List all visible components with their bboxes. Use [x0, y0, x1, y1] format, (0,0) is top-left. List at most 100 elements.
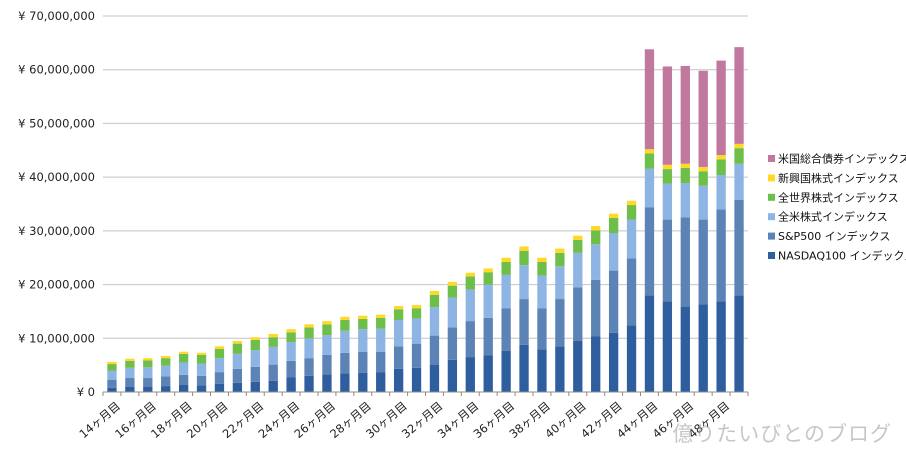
bar-segment	[644, 153, 655, 169]
bar-segment	[734, 163, 744, 200]
gridlines	[103, 15, 748, 393]
bar-segment	[376, 314, 386, 318]
bar-segment	[322, 321, 332, 325]
legend-swatch	[768, 193, 775, 201]
bar-segment	[268, 364, 278, 381]
bar-segment	[161, 386, 171, 392]
bar-segment	[519, 344, 529, 392]
bar-stack	[268, 333, 278, 392]
legend: 米国総合債券インデックス新興国株式インデックス全世界株式インデックス全米株式イン…	[768, 152, 906, 263]
bar-segment	[429, 291, 440, 295]
bar-segment	[734, 199, 744, 296]
bar-segment	[644, 168, 655, 208]
bar-segment	[626, 205, 637, 220]
bar-segment	[716, 60, 726, 156]
bar-segment	[358, 372, 368, 392]
bar-stack	[662, 66, 673, 392]
bar-segment	[447, 297, 458, 328]
bar-segment	[304, 327, 314, 339]
bar-stack	[125, 358, 135, 392]
legend-swatch	[768, 213, 775, 221]
bar-segment	[429, 364, 440, 392]
bar-segment	[107, 370, 117, 380]
bar-segment	[716, 155, 726, 160]
bar-segment	[429, 294, 440, 308]
bar-segment	[447, 281, 458, 286]
bar-segment	[340, 320, 350, 331]
bar-segment	[537, 262, 547, 276]
bar-segment	[178, 362, 189, 375]
bar-segment	[698, 171, 708, 186]
bar-segment	[626, 258, 637, 326]
bar-stack	[591, 226, 601, 392]
bar-segment	[501, 350, 511, 392]
y-tick-label: ¥ 30,000,000	[18, 224, 95, 238]
legend-label: 新興国株式インデックス	[778, 171, 899, 185]
bar-stack	[196, 352, 207, 392]
bar-segment	[214, 349, 225, 359]
bar-segment	[196, 354, 207, 364]
bar-segment	[662, 66, 673, 165]
bar-segment	[483, 284, 493, 318]
bar-stack	[232, 340, 243, 392]
bar-stack	[716, 60, 726, 392]
bar-segment	[483, 355, 493, 392]
bar-segment	[286, 329, 296, 333]
bar-stack	[734, 47, 744, 392]
bar-stack	[483, 268, 493, 392]
bar-stack	[376, 314, 386, 392]
bar-stack	[411, 304, 422, 392]
bar-segment	[573, 252, 583, 288]
bar-stack	[698, 70, 708, 392]
bar-segment	[161, 358, 171, 366]
bar-segment	[178, 353, 189, 363]
legend-label: 全世界株式インデックス	[778, 190, 899, 204]
bar-segment	[644, 207, 655, 296]
bar-segment	[734, 47, 744, 144]
bar-segment	[196, 385, 207, 392]
bar-segment	[680, 183, 690, 218]
bar-stack	[465, 272, 475, 392]
legend-item: 米国総合債券インデックス	[768, 152, 906, 166]
bar-stack	[304, 324, 314, 392]
bar-stack	[501, 257, 511, 392]
bar-segment	[358, 351, 368, 373]
bar-segment	[125, 386, 135, 392]
bar-segment	[143, 360, 153, 368]
bar-segment	[214, 372, 225, 384]
bar-segment	[555, 346, 565, 392]
bar-segment	[161, 376, 171, 387]
bar-segment	[214, 346, 225, 350]
bar-segment	[591, 244, 601, 280]
bar-stack	[161, 356, 171, 392]
bar-stack	[447, 281, 458, 392]
bar-segment	[107, 361, 117, 365]
bar-stack	[429, 291, 440, 392]
legend-item: 全米株式インデックス	[768, 210, 888, 224]
bar-segment	[125, 358, 135, 361]
bar-segment	[519, 265, 529, 300]
bar-segment	[555, 248, 565, 253]
bar-segment	[591, 336, 601, 392]
bar-segment	[501, 274, 511, 309]
bar-stack	[358, 315, 368, 392]
bar-segment	[626, 200, 637, 206]
bar-segment	[250, 350, 260, 367]
bar-segment	[376, 328, 386, 352]
bar-stack	[519, 246, 529, 392]
bar-segment	[465, 321, 475, 358]
bar-segment	[465, 289, 475, 322]
bar-segment	[644, 49, 655, 150]
bar-segment	[411, 367, 422, 392]
legend-label: S&P500 インデックス	[778, 229, 890, 243]
bar-segment	[304, 358, 314, 376]
bar-stack	[250, 337, 260, 392]
bar-segment	[537, 275, 547, 309]
bar-segment	[161, 356, 171, 359]
bar-segment	[662, 169, 673, 184]
y-tick-label: ¥ 0	[77, 385, 95, 399]
bar-segment	[358, 329, 368, 352]
bar-segment	[698, 166, 708, 172]
bar-segment	[393, 368, 404, 392]
